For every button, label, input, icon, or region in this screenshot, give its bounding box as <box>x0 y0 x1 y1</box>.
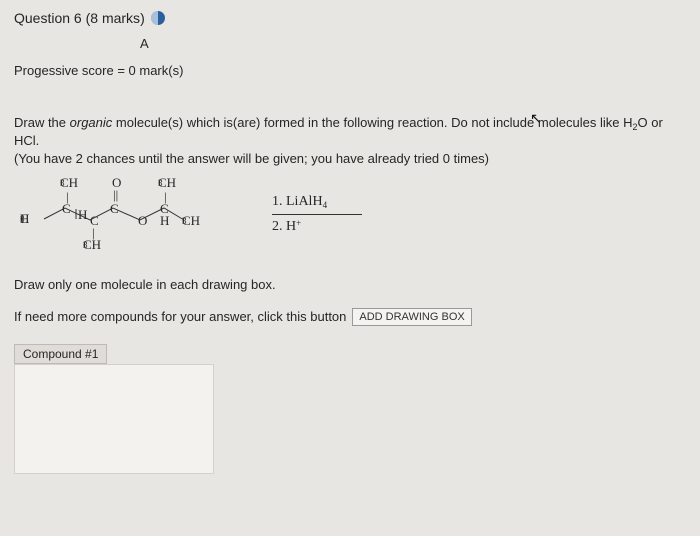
progressive-score: Progessive score = 0 mark(s) <box>14 63 686 78</box>
instruction-block: Draw the organic molecule(s) which is(ar… <box>14 114 686 169</box>
reagent-step2: 2. H+ <box>272 219 362 235</box>
question-title: Question 6 (8 marks) <box>14 10 145 26</box>
progress-icon <box>151 11 165 25</box>
add-drawing-box-button[interactable]: ADD DRAWING BOX <box>352 308 471 326</box>
part-letter: A <box>140 36 682 51</box>
reagent-block: 1. LiAlH4 2. H+ <box>272 194 362 235</box>
reaction-arrow-line <box>272 214 362 215</box>
reaction-row: CH3 O CH3 | || | H3C C H C C O C H CH3 |… <box>20 175 686 255</box>
question-header: Question 6 (8 marks) <box>14 10 686 26</box>
reagent-step1: 1. LiAlH4 <box>272 194 362 210</box>
draw-only-one-text: Draw only one molecule in each drawing b… <box>14 277 686 292</box>
ifneed-row: If need more compounds for your answer, … <box>14 308 686 326</box>
cursor-icon: ↖ <box>530 110 542 127</box>
ifneed-text: If need more compounds for your answer, … <box>14 309 346 324</box>
instruction-line2: (You have 2 chances until the answer wil… <box>14 150 686 168</box>
compound-label: Compound #1 <box>14 344 107 364</box>
instruction-line1: Draw the organic molecule(s) which is(ar… <box>14 114 686 150</box>
drawing-box[interactable] <box>14 364 214 474</box>
molecule-structure: CH3 O CH3 | || | H3C C H C C O C H CH3 |… <box>20 175 240 255</box>
